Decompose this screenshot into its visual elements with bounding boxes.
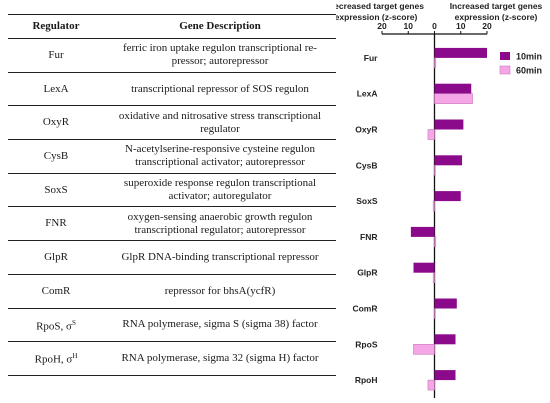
regulator-cell: CysB — [8, 140, 104, 174]
legend-swatch — [499, 65, 511, 75]
x-tick-label: 0 — [432, 21, 437, 31]
category-label: Fur — [364, 53, 378, 63]
legend-swatch — [500, 52, 510, 60]
table-row: FNR oxygen-sensing anaerobic growth regul… — [8, 207, 336, 241]
gene-description-cell: transcriptional repressor of SOS regulon — [131, 82, 309, 95]
category-label: ComR — [352, 304, 377, 314]
bar-60min — [427, 129, 435, 140]
category-label: CysB — [356, 160, 378, 170]
bar-10min — [434, 119, 464, 130]
bar-60min — [434, 236, 437, 248]
regulator-cell: OxyR — [8, 106, 104, 140]
table-row: OxyR oxidative and nitrosative stress tra… — [8, 106, 336, 140]
bar-60min — [434, 93, 473, 104]
category-label: SoxS — [356, 196, 378, 206]
regulator-cell: RpoS, σS — [8, 308, 104, 342]
gene-description-cell: oxidative and nitrosative stress transcr… — [118, 109, 322, 135]
regulator-name: FNR — [45, 217, 67, 230]
regulator-cell: SoxS — [8, 173, 104, 207]
table-row: RpoS, σS RNA polymerase, sigma S (sigma 3… — [8, 308, 336, 342]
bar-60min — [432, 200, 435, 212]
gene-description-cell: repressor for bhsA(ycfR) — [164, 284, 276, 297]
header-regulator: Regulator — [8, 14, 104, 39]
zscore-bar-chart: Decreased target genes expression (z-sco… — [336, 1, 543, 398]
gene-description-cell: superoxide response regulon transcriptio… — [123, 177, 317, 203]
bar-60min — [427, 379, 435, 391]
gene-description-cell: oxygen-sensing anaerobic growth regulon … — [127, 210, 313, 236]
regulator-table: Regulator Gene Description Fur ferric iro… — [8, 14, 336, 376]
gene-description-cell: RNA polymerase, sigma S (sigma 38) facto… — [122, 318, 318, 331]
right-axis-title-line1: Increased target genes — [450, 1, 543, 11]
bar-60min — [432, 272, 435, 284]
regulator-name: OxyR — [42, 116, 70, 129]
legend-label: 60min — [516, 66, 542, 76]
regulator-name: ComR — [41, 284, 71, 297]
header-gene-description: Gene Description — [104, 14, 336, 39]
regulator-name: Fur — [48, 48, 64, 61]
sigma-superscript: H — [72, 352, 78, 361]
category-label: OxyR — [355, 125, 377, 135]
regulator-name: LexA — [43, 82, 69, 95]
regulator-name: SoxS — [44, 183, 68, 196]
legend-label: 10min — [516, 52, 542, 62]
regulator-cell: ComR — [8, 274, 104, 308]
regulator-cell: LexA — [8, 72, 104, 106]
category-label: FNR — [360, 232, 377, 242]
bar-10min — [434, 47, 487, 58]
x-tick-label: 20 — [377, 21, 387, 31]
x-tick-label: 10 — [404, 21, 414, 31]
x-tick-label: 20 — [482, 21, 492, 31]
regulator-name: CysB — [43, 149, 69, 162]
sigma-superscript: S — [71, 318, 76, 327]
gene-description-cell: RNA polymerase, sigma 32 (sigma H) facto… — [121, 352, 319, 365]
regulator-cell: GlpR — [8, 241, 104, 275]
regulator-name: GlpR — [44, 250, 68, 263]
bar-60min — [413, 343, 435, 355]
right-axis-title-line2: expression (z-score) — [455, 12, 538, 22]
regulator-name: RpoS, σ — [36, 320, 72, 333]
category-label: LexA — [357, 89, 378, 99]
gene-description-cell: ferric iron uptake regulon transcription… — [123, 42, 317, 68]
table-header-row: Regulator Gene Description — [8, 14, 336, 39]
table-row: CysB N-acetylserine-responsive cysteine r… — [8, 140, 336, 174]
table-row: LexA transcriptional repressor of SOS reg… — [8, 72, 336, 106]
bar-60min — [434, 308, 436, 319]
table-row: ComR repressor for bhsA(ycfR) — [8, 274, 336, 308]
table-row: Fur ferric iron uptake regulon transcript… — [8, 39, 336, 73]
regulator-cell: RpoH, σH — [8, 342, 104, 376]
gene-description-cell: GlpR DNA-binding transcriptional repress… — [121, 250, 319, 263]
bar-10min — [434, 370, 456, 381]
left-axis-title-line2: expression (z-score) — [336, 12, 418, 22]
bar-10min — [434, 298, 457, 309]
category-label: GlpR — [357, 268, 377, 278]
table-row: SoxS superoxide response regulon transcri… — [8, 173, 336, 207]
bar-10min — [434, 83, 472, 94]
bar-60min — [434, 57, 437, 69]
left-axis-title-line1: Decreased target genes — [336, 1, 424, 11]
bar-10min — [410, 226, 435, 237]
bar-10min — [434, 191, 461, 202]
bar-10min — [434, 155, 463, 166]
gene-description-cell: N-acetylserine-responsive cysteine regul… — [125, 143, 315, 169]
bar-10min — [434, 334, 456, 345]
regulator-name: RpoH, σ — [34, 353, 73, 366]
bar-60min — [434, 165, 436, 176]
regulator-cell: Fur — [8, 39, 104, 73]
x-tick-label: 10 — [456, 21, 466, 31]
bar-10min — [413, 262, 435, 273]
table-row: GlpR GlpR DNA-binding transcriptional rep… — [8, 241, 336, 275]
category-label: RpoS — [355, 339, 378, 349]
table-row: RpoH, σH RNA polymerase, sigma 32 (sigma … — [8, 342, 336, 376]
regulator-cell: FNR — [8, 207, 104, 241]
category-label: RpoH — [355, 375, 378, 385]
